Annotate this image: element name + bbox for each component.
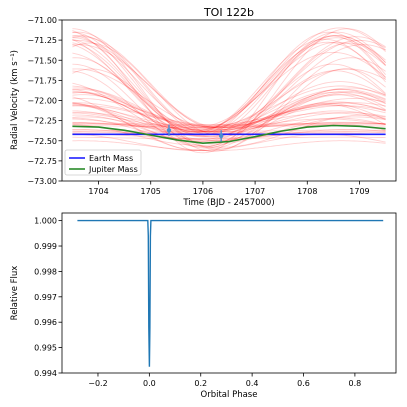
rv-observation-point [166,128,172,133]
rv-chart-title: TOI 122b [203,6,254,19]
legend-label-earth-mass: Earth Mass [89,154,133,163]
rv-posterior-curve [72,112,386,133]
rv-posterior-curve [72,90,386,136]
rv-posterior-curve [72,123,386,146]
transit-x-tick-label: 0.2 [194,379,207,388]
rv-posterior-curve [72,131,386,134]
rv-y-axis-label: Radial Velocity (km s⁻¹) [10,50,20,150]
rv-posterior-curve [72,88,386,133]
rv-posterior-curve [72,136,386,140]
rv-posterior-curve [72,105,386,127]
rv-y-tick-label: −71.25 [27,36,57,45]
rv-legend: Earth Mass Jupiter Mass [64,149,142,176]
transit-y-tick-label: 0.997 [34,293,57,302]
rv-posterior-curve [72,87,386,132]
rv-y-tick-label: −72.50 [27,137,57,146]
rv-posterior-curve [72,102,386,126]
transit-x-axis-label: Orbital Phase [201,390,258,400]
transit-x-tick-label: 0.6 [297,379,310,388]
rv-posterior-curve [72,41,386,133]
transit-y-tick-label: 0.998 [34,267,57,276]
rv-posterior-curve [72,105,386,129]
rv-posterior-curve [72,44,386,129]
rv-x-axis-label: Time (BJD - 2457000) [182,198,274,208]
rv-x-tick-label: 1707 [245,187,265,196]
legend-label-jupiter-mass: Jupiter Mass [88,165,138,174]
rv-posterior-curve [72,94,386,133]
rv-posterior-curve [72,122,386,126]
rv-x-tick-label: 1706 [193,187,213,196]
rv-posterior-curve [72,114,386,148]
rv-posterior-curve [72,98,386,128]
rv-posterior-curve [72,41,386,131]
rv-posterior-curve [72,70,386,148]
transit-y-tick-label: 0.994 [34,369,57,378]
rv-posterior-curve [72,112,386,130]
rv-x-tick-label: 1705 [141,187,161,196]
rv-posterior-curve [72,104,386,152]
rv-y-tick-label: −73.00 [27,177,57,186]
rv-chart: TOI 122b 1704 1705 1706 1707 1708 1709 −71.00 −… [10,6,397,208]
rv-posterior-curve [72,132,386,139]
rv-y-tick-label: −72.00 [27,97,57,106]
rv-observation-point [218,133,224,139]
rv-posterior-curve [72,27,386,131]
transit-y-tick-label: 1.000 [34,217,57,226]
rv-posterior-curve [72,128,386,141]
rv-x-tick-label: 1704 [88,187,108,196]
rv-posterior-curve [72,101,386,135]
transit-y-tick-label: 0.996 [34,318,57,327]
rv-posterior-curve [72,51,386,128]
rv-posterior-curve [72,68,386,128]
rv-posterior-curve [72,121,386,131]
rv-posterior-curve [72,31,386,137]
rv-posterior-curve [72,57,386,152]
rv-y-tick-label: −71.75 [27,76,57,85]
rv-posterior-curve [72,63,386,148]
rv-posterior-curve [72,102,386,132]
transit-x-tick-label: 0.4 [246,379,259,388]
transit-x-tick-label: 0.8 [349,379,362,388]
transit-x-tick-label: 0.0 [143,379,156,388]
rv-posterior-curve [72,38,386,133]
rv-y-tick-label: −72.75 [27,157,57,166]
transit-y-axis-label: Relative Flux [10,266,20,321]
rv-posterior-curve [72,117,386,142]
rv-posterior-curve [72,140,386,152]
transit-plot-frame [61,212,397,374]
rv-posterior-curve [72,122,386,129]
rv-posterior-curve [72,68,386,150]
rv-posterior-curve [72,34,386,135]
rv-posterior-curve [72,85,386,129]
rv-posterior-curve [72,35,386,136]
transit-flux-line [77,219,384,367]
rv-posterior-curve [72,31,386,132]
rv-x-tick-label: 1708 [297,187,317,196]
transit-chart: −0.2 0.0 0.2 0.4 0.6 0.8 0.994 0.995 0.996 0.997 0… [10,212,397,400]
rv-y-tick-label: −71.00 [27,16,57,25]
rv-posterior-curve [72,118,386,132]
rv-posterior-curve [72,116,386,142]
transit-y-tick-label: 0.995 [34,344,57,353]
transit-y-tick-label: 0.999 [34,242,57,251]
rv-y-tick-label: −71.50 [27,56,57,65]
transit-x-tick-label: −0.2 [88,379,107,388]
rv-y-tick-label: −72.25 [27,117,57,126]
rv-posterior-curve [72,39,386,129]
rv-posterior-curve [72,37,386,128]
rv-x-tick-label: 1709 [349,187,369,196]
rv-posterior-curve [72,123,386,127]
rv-posterior-curve [72,102,386,143]
rv-series-jupiter-mass [72,124,386,145]
rv-posterior-curve [72,36,386,131]
rv-posterior-curve [72,92,386,138]
